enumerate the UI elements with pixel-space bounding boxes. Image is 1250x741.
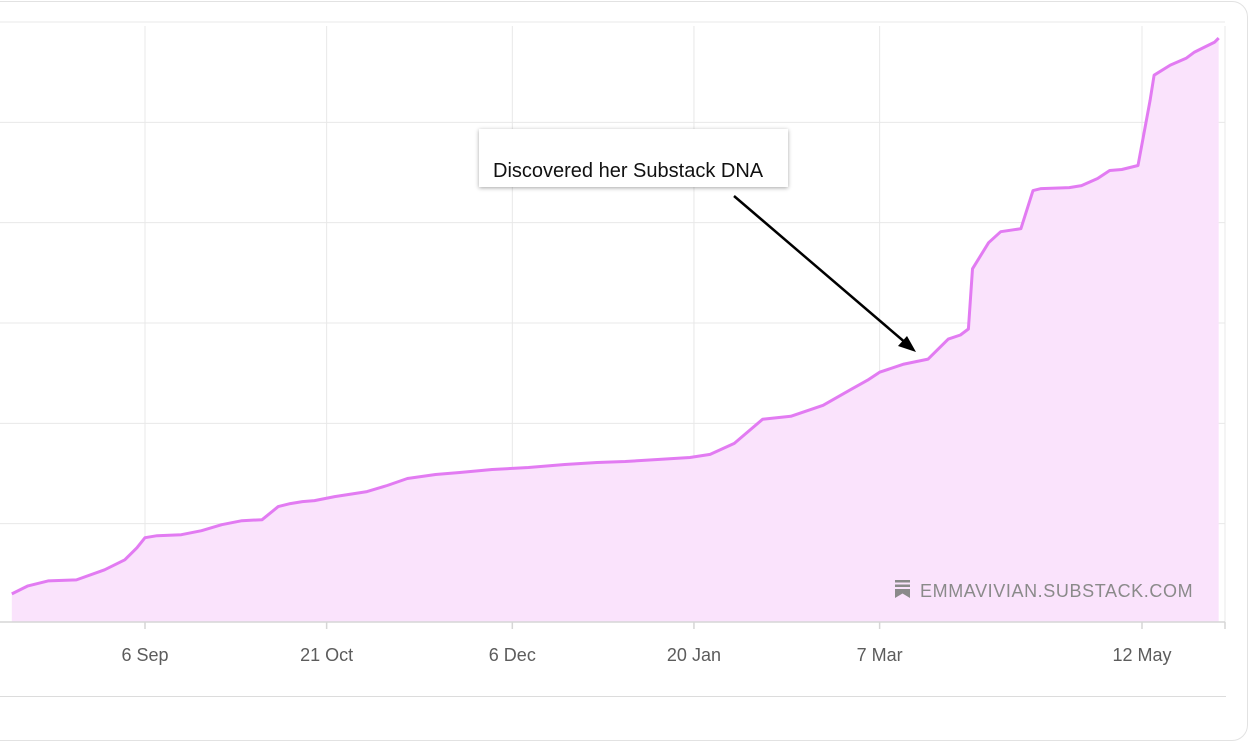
annotation-box: Discovered her Substack DNA	[479, 129, 788, 187]
annotation-arrow	[733, 195, 908, 345]
series-line	[11, 37, 1220, 596]
x-tick-label: 6 Sep	[121, 645, 168, 665]
watermark: EMMAVIVIAN.SUBSTACK.COM	[895, 579, 1193, 603]
x-tick-label: 7 Mar	[857, 645, 903, 665]
annotation-text: Discovered her Substack DNA	[493, 160, 764, 182]
substack-icon	[895, 579, 910, 603]
x-axis-ticks: 6 Sep 21 Oct 6 Dec 20 Jan 7 Mar 12 May	[121, 622, 1226, 665]
x-tick-label: 6 Dec	[489, 645, 536, 665]
area-fill	[11, 38, 1219, 623]
x-tick-label: 20 Jan	[667, 645, 721, 665]
arrow-head	[898, 336, 916, 352]
growth-chart: 6 Sep 21 Oct 6 Dec 20 Jan 7 Mar 12 May	[0, 21, 1226, 665]
watermark-text: EMMAVIVIAN.SUBSTACK.COM	[920, 580, 1194, 601]
bottom-divider	[0, 696, 1226, 697]
x-tick-label: 21 Oct	[300, 645, 353, 665]
x-tick-label: 12 May	[1112, 645, 1171, 665]
